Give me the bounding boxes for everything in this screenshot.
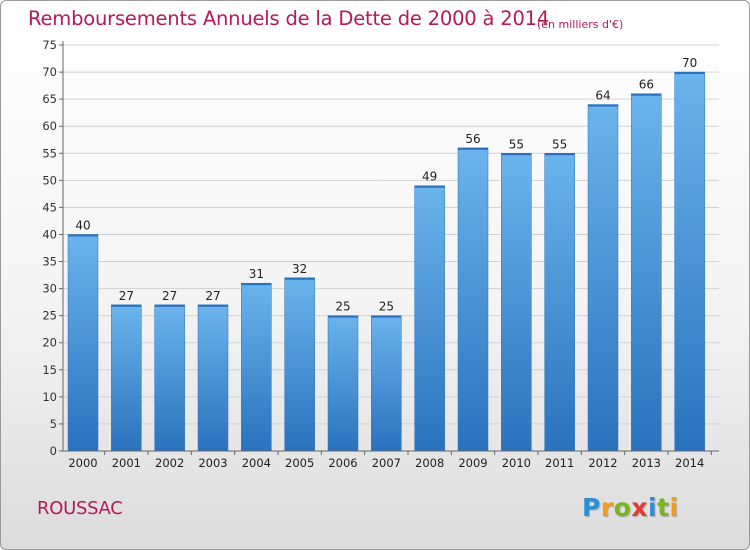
bar-2000: [67, 234, 99, 452]
y-tick-label: 65: [42, 92, 57, 106]
bar-top-edge: [111, 304, 142, 307]
x-tick-label-2014: 2014: [675, 456, 704, 470]
y-tick-label: 60: [42, 119, 57, 133]
logo-letter: P: [582, 493, 601, 522]
x-tick-label-2012: 2012: [588, 456, 617, 470]
bar-2001: [111, 304, 142, 452]
bar-top-edge: [588, 104, 618, 107]
y-tick-label: 35: [42, 255, 57, 269]
logo-letter: x: [631, 493, 648, 522]
logo-letter: r: [600, 493, 614, 522]
bar-2003: [197, 304, 229, 452]
commune-name: ROUSSAC: [37, 498, 123, 519]
x-tick-label-2001: 2001: [112, 456, 141, 470]
data-label-2001: 27: [119, 289, 134, 303]
data-label-2006: 25: [335, 300, 350, 314]
y-tick-label: 20: [42, 336, 57, 350]
data-label-2005: 32: [292, 262, 307, 276]
data-label-2002: 27: [162, 289, 177, 303]
x-tick-label-2000: 2000: [68, 456, 97, 470]
bar-top-edge: [371, 315, 402, 318]
proxiti-logo[interactable]: Proxiti: [582, 493, 679, 522]
x-tick-label-2007: 2007: [372, 456, 401, 470]
y-tick-label: 40: [42, 227, 57, 241]
bar-top-edge: [328, 315, 358, 318]
bar-top-edge: [674, 72, 705, 75]
bar-2010: [501, 153, 532, 452]
data-label-2011: 55: [552, 137, 567, 151]
data-label-2013: 66: [639, 78, 654, 92]
data-label-2007: 25: [379, 300, 394, 314]
y-tick-label: 10: [42, 390, 57, 404]
y-tick-label: 0: [50, 444, 57, 458]
bar-2009: [457, 147, 489, 452]
data-label-2014: 70: [682, 56, 697, 70]
bar-2008: [414, 185, 445, 452]
data-label-2010: 55: [509, 137, 524, 151]
y-tick-label: 50: [42, 173, 57, 187]
x-tick-label-2002: 2002: [155, 456, 184, 470]
data-label-2009: 56: [465, 132, 480, 146]
logo-letter: i: [669, 493, 679, 522]
chart-title: Remboursements Annuels de la Dette de 20…: [28, 7, 550, 30]
data-label-2000: 40: [75, 218, 90, 232]
x-tick-label-2008: 2008: [415, 456, 444, 470]
unit-label: (en milliers d'€): [537, 18, 624, 31]
x-tick-label-2003: 2003: [198, 456, 227, 470]
bar-2013: [631, 93, 662, 452]
x-tick-label-2005: 2005: [285, 456, 314, 470]
x-tick-label-2011: 2011: [545, 456, 574, 470]
data-label-2012: 64: [595, 89, 610, 103]
bar-2014: [674, 71, 705, 452]
bar-top-edge: [68, 234, 98, 237]
bar-2002: [154, 304, 185, 452]
y-tick-label: 70: [42, 65, 57, 79]
bars: 40 27 27 27 31 32 25 25 49 56 55 55 64 66 70: [67, 56, 705, 452]
bar-top-edge: [501, 153, 532, 156]
y-axis: 0 5 10 15 20 25 30 35 40 45 50 55 60 65 70 75: [42, 38, 64, 458]
logo-letter: i: [648, 493, 658, 522]
x-tick-label-2009: 2009: [458, 456, 487, 470]
bar-2011: [544, 153, 575, 452]
x-tick-label-2010: 2010: [502, 456, 531, 470]
bar-top-edge: [544, 153, 575, 156]
bar-top-edge: [458, 147, 488, 150]
logo-letter: o: [613, 493, 632, 522]
bar-top-edge: [154, 304, 185, 307]
logo-letter: t: [657, 493, 670, 522]
bar-top-edge: [414, 185, 445, 188]
y-tick-label: 25: [42, 309, 57, 323]
y-tick-label: 75: [42, 38, 57, 52]
bar-2007: [371, 315, 402, 452]
bar-top-edge: [241, 283, 272, 286]
bar-2006: [327, 315, 359, 452]
bar-top-edge: [631, 93, 662, 96]
y-tick-label: 45: [42, 200, 57, 214]
bar-top-edge: [198, 304, 228, 307]
y-tick-label: 55: [42, 146, 57, 160]
y-tick-label: 15: [42, 363, 57, 377]
data-label-2008: 49: [422, 170, 437, 184]
bar-2012: [587, 104, 619, 452]
y-tick-label: 5: [50, 417, 57, 431]
bar-top-edge: [284, 277, 315, 280]
data-label-2003: 27: [205, 289, 220, 303]
bar-2004: [241, 282, 272, 452]
x-tick-label-2004: 2004: [242, 456, 271, 470]
y-tick-label: 30: [42, 282, 57, 296]
x-axis: 2000 2001 2002 2003 2004 2005 2006 2007 2008 2009…: [63, 450, 719, 470]
x-tick-label-2013: 2013: [632, 456, 661, 470]
x-tick-label-2006: 2006: [328, 456, 357, 470]
data-label-2004: 31: [249, 267, 264, 281]
bar-2005: [284, 277, 315, 452]
